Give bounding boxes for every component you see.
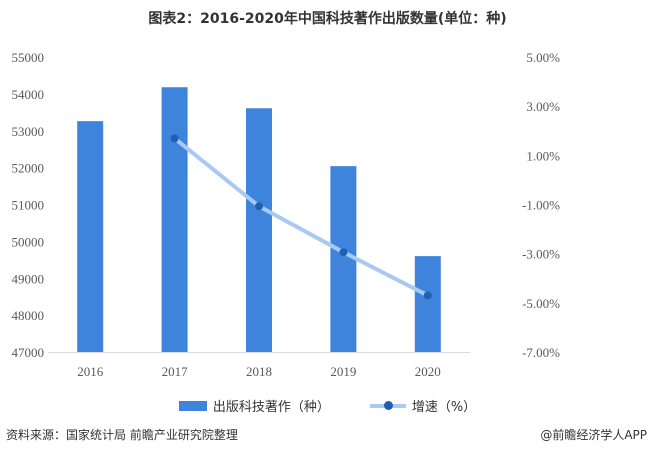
x-tick-label: 2016	[77, 364, 104, 379]
growth-point	[339, 248, 348, 257]
y-right-tick-label: -3.00%	[522, 247, 560, 262]
y-left-tick-label: 52000	[12, 161, 45, 176]
brand-label: @前瞻经济学人APP	[540, 428, 647, 442]
y-left-tick-label: 48000	[12, 308, 45, 323]
source-note: 资料来源：国家统计局 前瞻产业研究院整理	[6, 428, 238, 442]
growth-point	[170, 134, 179, 143]
bar	[330, 166, 357, 352]
growth-line	[173, 136, 429, 298]
footer: 资料来源：国家统计局 前瞻产业研究院整理 @前瞻经济学人APP	[6, 426, 647, 443]
y-left-tick-label: 53000	[12, 124, 45, 139]
bar	[161, 87, 188, 353]
legend-item-bars: 出版科技著作（种）	[178, 396, 330, 415]
legend: 出版科技著作（种） 增速（%）	[0, 396, 655, 415]
legend-swatch-line	[369, 400, 406, 410]
y-right-tick-label: -1.00%	[522, 198, 560, 213]
y-right-tick-label: 5.00%	[526, 50, 560, 65]
y-left-tick-label: 54000	[12, 87, 45, 102]
x-tick-label: 2019	[330, 364, 356, 379]
y-right-tick-label: 1.00%	[526, 148, 560, 163]
bar	[77, 121, 104, 352]
y-left-tick-label: 49000	[12, 271, 45, 286]
growth-point	[255, 202, 263, 211]
y-left-tick-label: 51000	[12, 198, 45, 213]
chart-title: 图表2：2016-2020年中国科技著作出版数量(单位：种)	[148, 11, 507, 27]
y-left-tick-label: 55000	[12, 50, 45, 65]
x-tick-label: 2020	[415, 364, 441, 379]
legend-swatch-bar	[178, 400, 207, 411]
legend-label: 增速（%）	[411, 400, 477, 415]
y-left-tick-label: 47000	[12, 345, 45, 360]
y-right-tick-label: 3.00%	[526, 99, 560, 114]
y-right-tick-label: -5.00%	[522, 296, 560, 311]
bar	[246, 108, 272, 352]
growth-point	[423, 291, 432, 300]
bar	[414, 256, 441, 352]
x-tick-label: 2017	[162, 364, 189, 379]
y-right-tick-label: -7.00%	[522, 345, 560, 360]
x-tick-label: 2018	[246, 364, 272, 379]
y-left-tick-label: 50000	[12, 234, 45, 249]
legend-item-line: 增速（%）	[369, 396, 477, 415]
legend-label: 出版科技著作（种）	[212, 400, 330, 415]
